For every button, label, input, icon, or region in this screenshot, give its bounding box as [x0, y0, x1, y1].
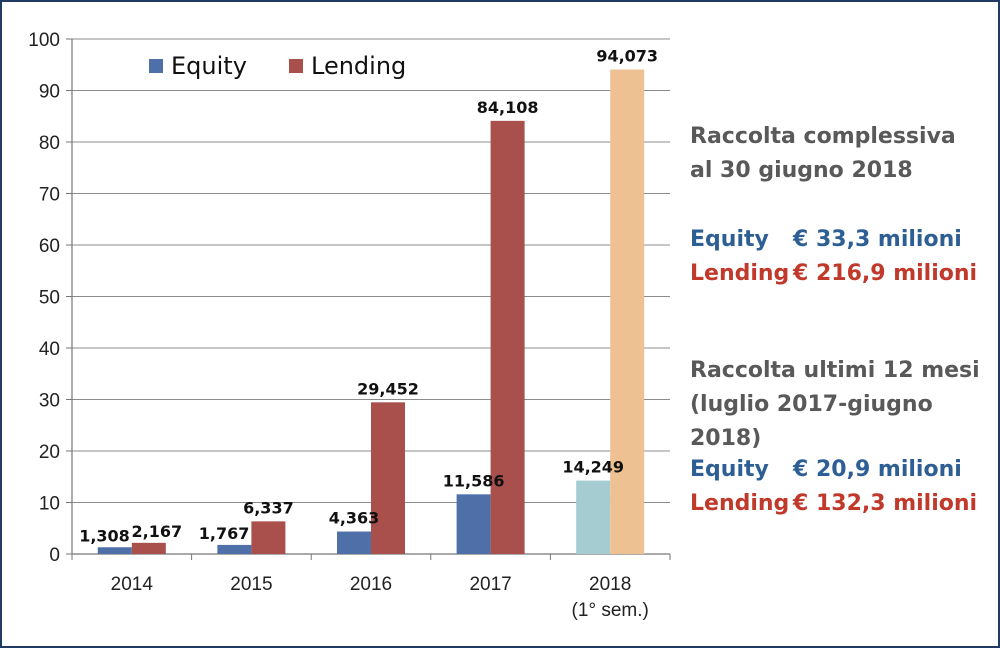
recent-title-line1: Raccolta ultimi 12 mesi — [690, 358, 980, 383]
equity-data-label: 14,249 — [562, 458, 624, 477]
legend-swatch — [289, 59, 303, 73]
recent-equity-row: Equity € 20,9 milioni — [690, 453, 977, 487]
y-tick-label: 70 — [39, 185, 60, 206]
lending-bar — [131, 542, 166, 554]
total-title-line2: al 30 giugno 2018 — [690, 158, 913, 183]
y-tick-label: 100 — [28, 30, 60, 51]
y-tick-label: 60 — [39, 236, 60, 257]
equity-data-label: 1,767 — [199, 524, 250, 543]
recent-lending-row: Lending € 132,3 milioni — [690, 487, 977, 521]
y-tick-label: 10 — [39, 494, 60, 515]
legend-label: Lending — [311, 52, 406, 80]
x-tick-label: 2014 — [111, 574, 154, 595]
y-tick-label: 80 — [39, 133, 60, 154]
total-title-line1: Raccolta complessiva — [690, 124, 956, 149]
total-values: Equity € 33,3 milioni Lending € 216,9 mi… — [690, 223, 977, 291]
y-tick-label: 0 — [49, 545, 60, 566]
lending-data-label: 2,167 — [131, 522, 182, 541]
y-tick-label: 90 — [39, 82, 60, 103]
y-tick-label: 20 — [39, 442, 60, 463]
legend-label: Equity — [171, 52, 247, 80]
recent-summary: Raccolta ultimi 12 mesi (luglio 2017-giu… — [690, 354, 998, 456]
lending-data-label: 29,452 — [357, 379, 419, 398]
equity-bar — [97, 547, 132, 554]
total-lending-value: € 216,9 milioni — [793, 261, 978, 286]
total-equity-value: € 33,3 milioni — [793, 227, 962, 252]
equity-data-label: 4,363 — [329, 509, 380, 528]
y-tick-label: 50 — [39, 288, 60, 309]
total-lending-row: Lending € 216,9 milioni — [690, 257, 977, 291]
x-tick-label: 2016 — [350, 574, 392, 595]
total-equity-label: Equity — [690, 227, 769, 252]
lending-bar — [251, 521, 286, 554]
equity-data-label: 1,308 — [79, 526, 130, 545]
x-tick-label: 2015 — [230, 574, 272, 595]
equity-bar — [337, 531, 371, 554]
x-tick-label: 2017 — [469, 574, 511, 595]
total-equity-row: Equity € 33,3 milioni — [690, 223, 977, 257]
recent-title-line2: (luglio 2017-giugno 2018) — [690, 392, 933, 451]
x-tick-label: 2018 — [589, 574, 631, 595]
total-summary: Raccolta complessiva al 30 giugno 2018 — [690, 120, 956, 188]
lending-bar — [490, 120, 525, 554]
equity-bar — [456, 494, 491, 554]
lending-data-label: 6,337 — [243, 498, 294, 517]
x-tick-sublabel: (1° sem.) — [572, 600, 649, 621]
recent-lending-label: Lending — [690, 491, 790, 516]
lending-bar — [371, 402, 405, 554]
equity-bar — [576, 480, 611, 554]
total-lending-label: Lending — [690, 261, 790, 286]
lending-data-label: 84,108 — [477, 98, 539, 117]
lending-bar — [610, 69, 645, 554]
recent-lending-value: € 132,3 milioni — [793, 491, 978, 516]
legend-swatch — [149, 59, 163, 73]
equity-data-label: 11,586 — [443, 471, 505, 490]
y-tick-label: 30 — [39, 391, 60, 412]
lending-data-label: 94,073 — [596, 47, 658, 66]
recent-equity-value: € 20,9 milioni — [793, 457, 962, 482]
recent-equity-label: Equity — [690, 457, 769, 482]
recent-values: Equity € 20,9 milioni Lending € 132,3 mi… — [690, 453, 977, 521]
equity-bar — [217, 544, 252, 554]
y-tick-label: 40 — [39, 339, 60, 360]
